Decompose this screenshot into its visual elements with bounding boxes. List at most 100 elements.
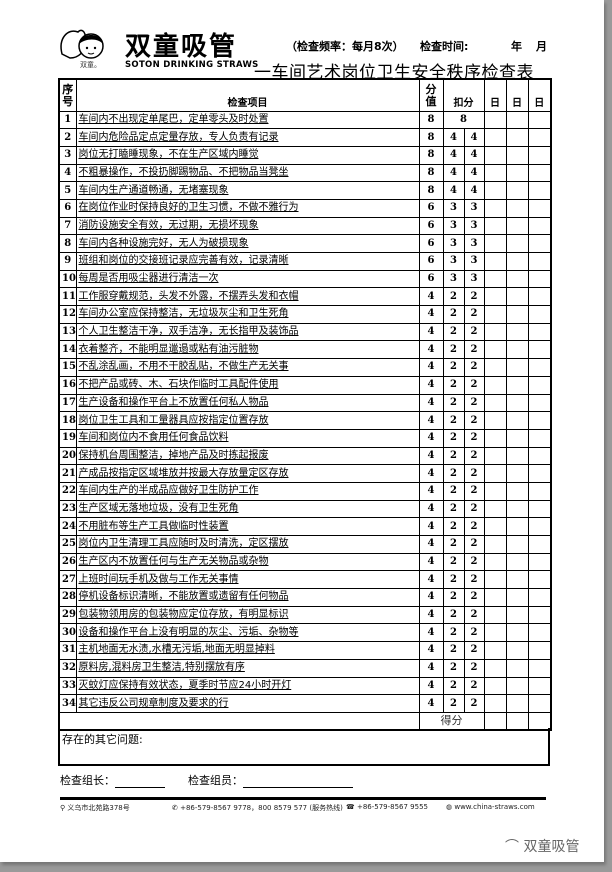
day-cell[interactable] (483, 163, 507, 183)
day-cell[interactable] (505, 694, 529, 713)
day-cell[interactable] (527, 694, 552, 713)
day-cell[interactable] (527, 181, 552, 200)
day-cell[interactable] (505, 269, 529, 289)
day-cell[interactable] (505, 145, 529, 165)
day-cell[interactable] (527, 552, 552, 572)
day-cell[interactable] (505, 287, 529, 307)
day-cell[interactable] (527, 570, 552, 590)
day-cell[interactable] (527, 499, 552, 519)
day-cell[interactable] (483, 641, 507, 660)
day-cell[interactable] (505, 588, 529, 607)
day-cell[interactable] (483, 145, 507, 165)
day-cell[interactable] (505, 128, 529, 147)
day-cell[interactable] (505, 552, 529, 572)
day-cell[interactable] (527, 269, 552, 289)
day-cell[interactable] (505, 481, 529, 501)
day-cell[interactable] (505, 375, 529, 395)
leader-signature[interactable]: 检查组长： (60, 772, 165, 788)
day-cell[interactable] (527, 110, 552, 130)
day-cell[interactable] (483, 181, 507, 200)
day-cell[interactable] (527, 481, 552, 501)
day-cell[interactable] (505, 340, 529, 360)
day-cell[interactable] (505, 234, 529, 253)
day-cell[interactable] (505, 535, 529, 554)
day-cell[interactable] (505, 676, 529, 696)
day-cell[interactable] (505, 623, 529, 643)
total-day-cell[interactable] (527, 711, 552, 731)
day-cell[interactable] (483, 676, 507, 696)
day-cell[interactable] (505, 163, 529, 183)
day-cell[interactable] (505, 464, 529, 483)
day-cell[interactable] (505, 252, 529, 271)
day-cell[interactable] (527, 375, 552, 395)
day-cell[interactable] (527, 198, 552, 218)
day-cell[interactable] (505, 605, 529, 625)
day-cell[interactable] (527, 145, 552, 165)
day-cell[interactable] (483, 411, 507, 430)
day-cell[interactable] (483, 517, 507, 536)
day-cell[interactable] (483, 358, 507, 377)
day-cell[interactable] (527, 305, 552, 324)
day-cell[interactable] (505, 358, 529, 377)
day-cell[interactable] (505, 517, 529, 536)
day-cell[interactable] (483, 446, 507, 466)
other-issues-box[interactable]: 存在的其它问题: (58, 728, 550, 766)
day-cell[interactable] (527, 163, 552, 183)
day-cell[interactable] (527, 428, 552, 448)
day-cell[interactable] (483, 464, 507, 483)
day-cell[interactable] (483, 552, 507, 572)
day-cell[interactable] (527, 676, 552, 696)
day-cell[interactable] (483, 198, 507, 218)
day-cell[interactable] (483, 588, 507, 607)
day-cell[interactable] (505, 198, 529, 218)
day-cell[interactable] (505, 499, 529, 519)
day-cell[interactable] (483, 269, 507, 289)
day-cell[interactable] (483, 428, 507, 448)
day-cell[interactable] (527, 446, 552, 466)
day-cell[interactable] (505, 322, 529, 342)
day-cell[interactable] (483, 535, 507, 554)
day-cell[interactable] (505, 570, 529, 590)
day-cell[interactable] (483, 605, 507, 625)
day-cell[interactable] (483, 694, 507, 713)
day-cell[interactable] (505, 110, 529, 130)
day-cell[interactable] (527, 605, 552, 625)
day-cell[interactable] (527, 464, 552, 483)
day-cell[interactable] (505, 411, 529, 430)
day-cell[interactable] (483, 110, 507, 130)
day-cell[interactable] (527, 393, 552, 413)
day-cell[interactable] (527, 358, 552, 377)
day-cell[interactable] (505, 641, 529, 660)
day-cell[interactable] (527, 535, 552, 554)
day-cell[interactable] (527, 658, 552, 678)
day-cell[interactable] (527, 340, 552, 360)
day-cell[interactable] (483, 658, 507, 678)
day-cell[interactable] (505, 658, 529, 678)
day-cell[interactable] (483, 393, 507, 413)
day-cell[interactable] (483, 216, 507, 236)
day-cell[interactable] (483, 481, 507, 501)
day-cell[interactable] (527, 641, 552, 660)
day-cell[interactable] (505, 181, 529, 200)
day-cell[interactable] (483, 570, 507, 590)
day-cell[interactable] (527, 411, 552, 430)
day-cell[interactable] (483, 128, 507, 147)
day-cell[interactable] (505, 305, 529, 324)
day-cell[interactable] (505, 393, 529, 413)
day-cell[interactable] (527, 252, 552, 271)
day-cell[interactable] (483, 375, 507, 395)
day-cell[interactable] (527, 128, 552, 147)
day-cell[interactable] (527, 322, 552, 342)
day-cell[interactable] (483, 340, 507, 360)
day-cell[interactable] (527, 234, 552, 253)
day-cell[interactable] (483, 287, 507, 307)
day-cell[interactable] (505, 216, 529, 236)
day-cell[interactable] (527, 588, 552, 607)
day-cell[interactable] (527, 517, 552, 536)
day-cell[interactable] (505, 428, 529, 448)
day-cell[interactable] (483, 252, 507, 271)
day-cell[interactable] (483, 322, 507, 342)
day-cell[interactable] (483, 234, 507, 253)
member-signature[interactable]: 检查组员： (188, 772, 353, 788)
day-cell[interactable] (483, 499, 507, 519)
